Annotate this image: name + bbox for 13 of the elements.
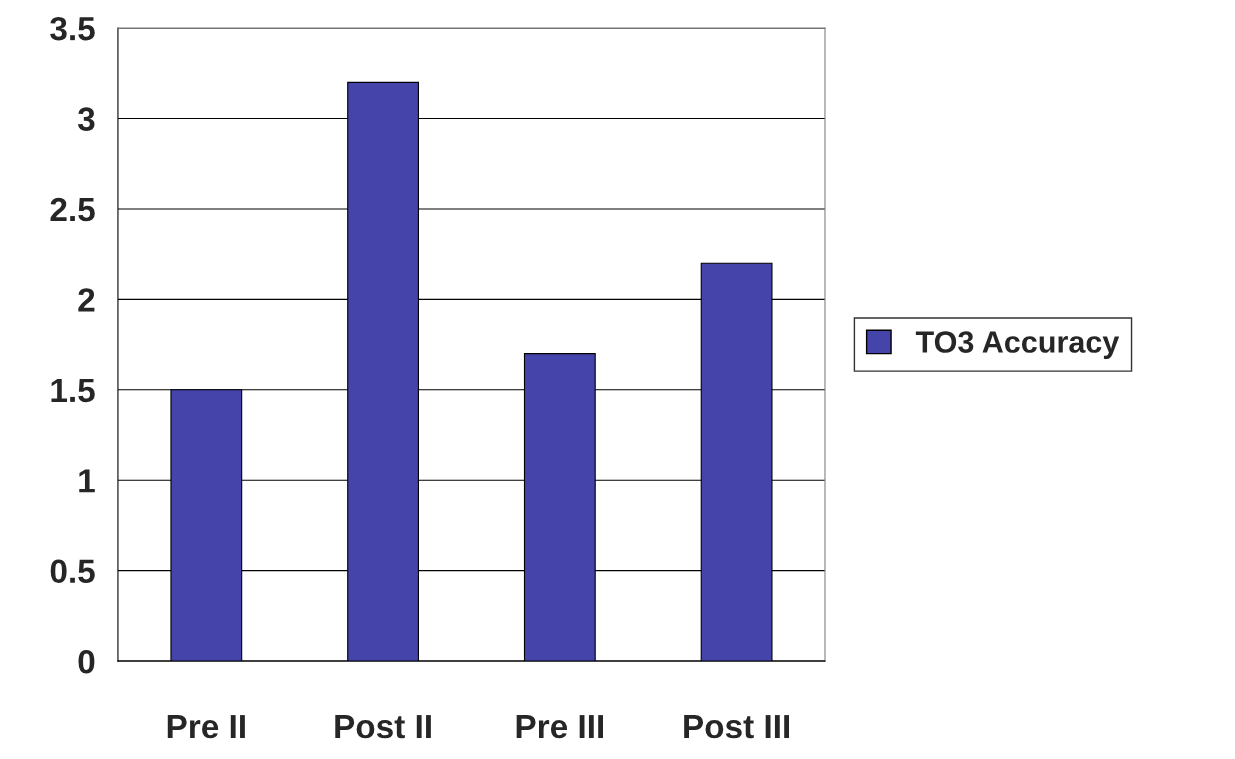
y-tick-label: 2.5 [50, 197, 95, 222]
y-tick-label: 2 [78, 288, 95, 312]
x-tick-label: Post II [335, 715, 431, 739]
legend-label: TO3 Accuracy [915, 331, 1120, 359]
y-tick-label: 0 [78, 649, 95, 674]
x-tick-label: Pre II [167, 715, 245, 739]
y-tick-label: 3 [77, 107, 95, 131]
y-tick-label: 1 [79, 469, 95, 493]
y-tick-label: 0.5 [50, 559, 95, 584]
y-tick-label: 1.5 [51, 378, 95, 403]
x-tick-label: Pre III [516, 715, 604, 739]
x-tick-label: Post III [684, 715, 790, 739]
y-tick-label: 3.5 [50, 16, 95, 41]
